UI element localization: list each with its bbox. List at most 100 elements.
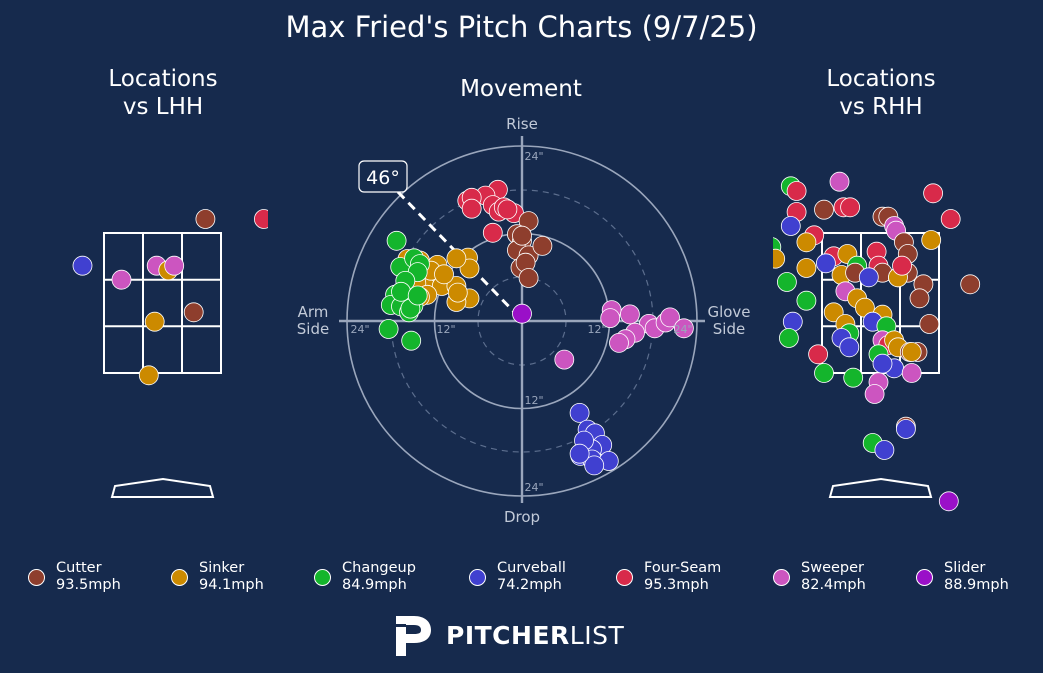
- legend-pitch-speed: 95.3mph: [644, 577, 709, 593]
- legend-pitch-speed: 93.5mph: [56, 577, 121, 593]
- legend-pitch-name: Curveball: [497, 560, 566, 576]
- movement-point-four-seam: [497, 199, 518, 220]
- movement-point-sinker: [459, 258, 480, 279]
- movement-point-sweeper: [674, 318, 694, 339]
- legend-swatch: [28, 569, 45, 586]
- legend-swatch: [773, 569, 790, 586]
- rhh_locations-point-sweeper: [901, 363, 922, 383]
- lhh-strike-zone: [103, 232, 222, 374]
- rhh_locations-point-cutter: [814, 199, 834, 220]
- lhh-pitch-points: [72, 209, 268, 386]
- lhh_locations-point-sweeper: [164, 255, 185, 276]
- lhh_locations-point-sinker: [144, 311, 165, 332]
- movement-point-slider: [512, 303, 532, 324]
- legend-label: Four-Seam 95.3mph: [644, 560, 721, 594]
- legend-pitch-name: Changeup: [342, 560, 416, 576]
- arm-angle-value: 46°: [366, 167, 400, 189]
- rhh_locations-point-cutter: [919, 314, 940, 334]
- rhh_locations-point-changeup: [796, 290, 817, 311]
- legend-label: Changeup 84.9mph: [342, 560, 416, 594]
- rise-label: Rise: [506, 115, 538, 133]
- movement-point-changeup: [401, 330, 422, 351]
- movement-point-sweeper: [660, 307, 680, 328]
- movement-point-sweeper: [600, 308, 621, 329]
- movement-point-four-seam: [461, 198, 482, 219]
- movement-point-cutter: [532, 235, 553, 256]
- movement-panel: Rise Drop Arm Side Glove Side 24" 12" 24" …: [297, 115, 751, 526]
- legend-pitch-speed: 94.1mph: [199, 577, 264, 593]
- ring-label-bottom-24: 24": [524, 481, 543, 494]
- legend-swatch: [916, 569, 933, 586]
- rhh_locations-point-sweeper: [829, 171, 850, 192]
- movement-point-changeup: [386, 230, 407, 251]
- rhh_locations-point-four-seam: [786, 181, 807, 201]
- movement-point-curveball: [569, 443, 590, 464]
- lhh-home-plate: [110, 477, 215, 498]
- rhh_locations-point-sinker: [773, 248, 786, 269]
- rhh_locations-point-four-seam: [923, 183, 943, 204]
- movement-point-cutter: [518, 268, 539, 288]
- movement-point-four-seam: [482, 222, 503, 243]
- ring-label-right-12: 12": [587, 323, 606, 336]
- rhh_locations-point-sinker: [921, 230, 942, 250]
- legend-pitch-name: Sweeper: [801, 560, 864, 576]
- rhh_locations-point-curveball: [782, 311, 803, 332]
- ring-label-top-24: 24": [524, 150, 543, 163]
- legend-pitch-name: Cutter: [56, 560, 102, 576]
- ring-label-left-24: 24": [350, 323, 369, 336]
- legend-pitch-name: Sinker: [199, 560, 245, 576]
- logo-light-text: LIST: [569, 621, 625, 650]
- rhh-pitch-points: [773, 171, 981, 512]
- rhh_locations-point-sinker: [796, 258, 817, 278]
- rhh_locations-point-four-seam: [892, 255, 912, 276]
- legend-label: Curveball 74.2mph: [497, 560, 566, 594]
- legend-pitch-speed: 88.9mph: [944, 577, 1009, 593]
- rhh-home-plate: [828, 477, 933, 498]
- rhh-location-panel: [773, 171, 981, 512]
- rhh_locations-point-cutter: [909, 288, 930, 309]
- rhh_locations-point-changeup: [777, 272, 797, 292]
- legend-swatch: [469, 569, 486, 586]
- rhh_locations-point-curveball: [874, 440, 895, 460]
- lhh_locations-point-four-seam: [254, 209, 268, 229]
- logo-bold-text: PITCHER: [446, 621, 570, 650]
- pitcherlist-logo-icon: [396, 616, 431, 656]
- legend-label: Cutter 93.5mph: [56, 560, 121, 594]
- rhh_locations-point-slider: [938, 491, 959, 512]
- movement-point-sinker: [447, 282, 468, 303]
- legend-pitch-speed: 84.9mph: [342, 577, 407, 593]
- rhh_locations-point-curveball: [839, 337, 860, 358]
- movement-point-changeup: [391, 281, 411, 302]
- pitcherlist-wordmark: PITCHERLIST: [446, 621, 624, 650]
- rhh_locations-point-curveball: [780, 216, 801, 236]
- rhh_locations-point-curveball: [872, 353, 893, 374]
- legend-swatch: [314, 569, 331, 586]
- movement-point-cutter: [512, 225, 532, 246]
- lhh_locations-point-sweeper: [111, 269, 132, 290]
- rhh_locations-point-sinker: [901, 342, 922, 362]
- legend-label: Slider 88.9mph: [944, 560, 1009, 594]
- movement-point-sweeper: [620, 304, 640, 325]
- rhh_locations-point-curveball: [816, 253, 836, 274]
- rhh_locations-point-four-seam: [940, 209, 961, 229]
- legend-pitch-name: Four-Seam: [644, 560, 722, 576]
- ring-label-bottom-12: 12": [524, 394, 543, 407]
- rhh_locations-point-sinker: [796, 232, 817, 253]
- lhh-location-panel: [72, 209, 268, 498]
- rhh_locations-point-four-seam: [808, 344, 828, 365]
- glove-side-label: Glove Side: [707, 303, 750, 338]
- rhh_locations-point-four-seam: [840, 197, 860, 218]
- movement-point-sweeper: [609, 332, 629, 353]
- pitcherlist-logo: PITCHERLIST: [392, 612, 652, 658]
- lhh_locations-point-cutter: [195, 209, 216, 229]
- movement-point-changeup: [407, 285, 428, 306]
- drop-label: Drop: [504, 508, 540, 526]
- legend-pitch-speed: 82.4mph: [801, 577, 866, 593]
- rhh_locations-point-curveball: [896, 419, 916, 439]
- lhh_locations-point-curveball: [72, 255, 93, 276]
- movement-panel-title: Movement: [460, 76, 582, 102]
- ring-label-left-12: 12": [436, 323, 455, 336]
- movement-point-curveball: [584, 455, 605, 476]
- rhh_locations-point-cutter: [960, 274, 981, 295]
